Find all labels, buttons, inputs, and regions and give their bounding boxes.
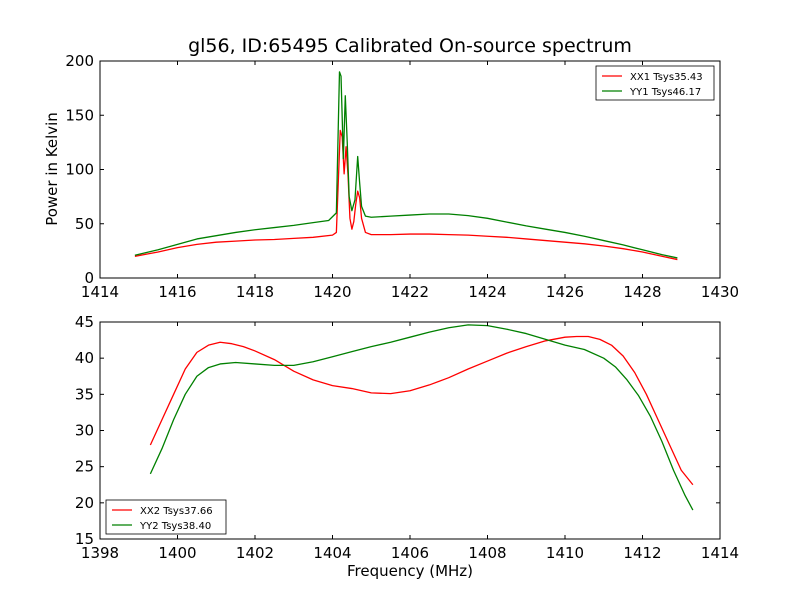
- y-tick-label: 30: [75, 422, 94, 440]
- x-tick-label: 1420: [313, 283, 351, 301]
- x-tick-label: 1400: [158, 544, 196, 562]
- y-tick-label: 35: [75, 385, 94, 403]
- x-tick-label: 1410: [546, 544, 584, 562]
- x-tick-label: 1404: [313, 544, 351, 562]
- x-tick-label: 1426: [546, 283, 584, 301]
- series-line-1: [134, 129, 678, 261]
- top-subplot: 1414 1416 1418 1420 1422 1424 1426 1428 1430 0 50 1…: [65, 52, 739, 301]
- y-tick-label: 45: [75, 313, 94, 331]
- series-line-2: [134, 71, 678, 259]
- y-tick-label: 150: [65, 106, 94, 124]
- x-tick-label: 1424: [468, 283, 506, 301]
- series-line-2: [149, 324, 694, 511]
- x-tick-label: 1416: [158, 283, 196, 301]
- x-tick-label: 1406: [391, 544, 429, 562]
- legend-label: XX2 Tsys37.66: [140, 506, 213, 517]
- top-y-axis-label: Power in Kelvin: [43, 112, 61, 226]
- x-tick-label: 1414: [701, 544, 739, 562]
- x-tick-label: 1398: [81, 544, 119, 562]
- x-tick-label: 1418: [236, 283, 274, 301]
- legend-label: YY2 Tsys38.40: [139, 521, 211, 532]
- x-tick-label: 1402: [236, 544, 274, 562]
- chart-title: gl56, ID:65495 Calibrated On-source spec…: [188, 35, 632, 57]
- y-tick-label: 15: [75, 530, 94, 548]
- x-tick-label: 1408: [468, 544, 506, 562]
- y-tick-label: 200: [65, 52, 94, 70]
- legend-box: [595, 65, 715, 101]
- legend-label: XX1 Tsys35.43: [630, 72, 703, 83]
- bottom-subplot: 1398 1400 1402 1404 1406 1408 1410 1412 1414 15 20…: [75, 313, 739, 562]
- y-tick-label: 50: [75, 215, 94, 233]
- legend-box: [105, 499, 227, 535]
- x-tick-label: 1430: [701, 283, 739, 301]
- legend-label: YY1 Tsys46.17: [629, 87, 701, 98]
- y-tick-label: 0: [84, 269, 94, 287]
- x-tick-label: 1422: [391, 283, 429, 301]
- x-tick-label: 1428: [623, 283, 661, 301]
- series-line-1: [149, 335, 694, 486]
- x-tick-label: 1412: [623, 544, 661, 562]
- y-tick-label: 100: [65, 161, 94, 179]
- y-tick-label: 40: [75, 349, 94, 367]
- y-tick-label: 20: [75, 494, 94, 512]
- x-tick-label: 1414: [81, 283, 119, 301]
- bottom-x-axis-label: Frequency (MHz): [347, 562, 473, 580]
- y-tick-label: 25: [75, 458, 94, 476]
